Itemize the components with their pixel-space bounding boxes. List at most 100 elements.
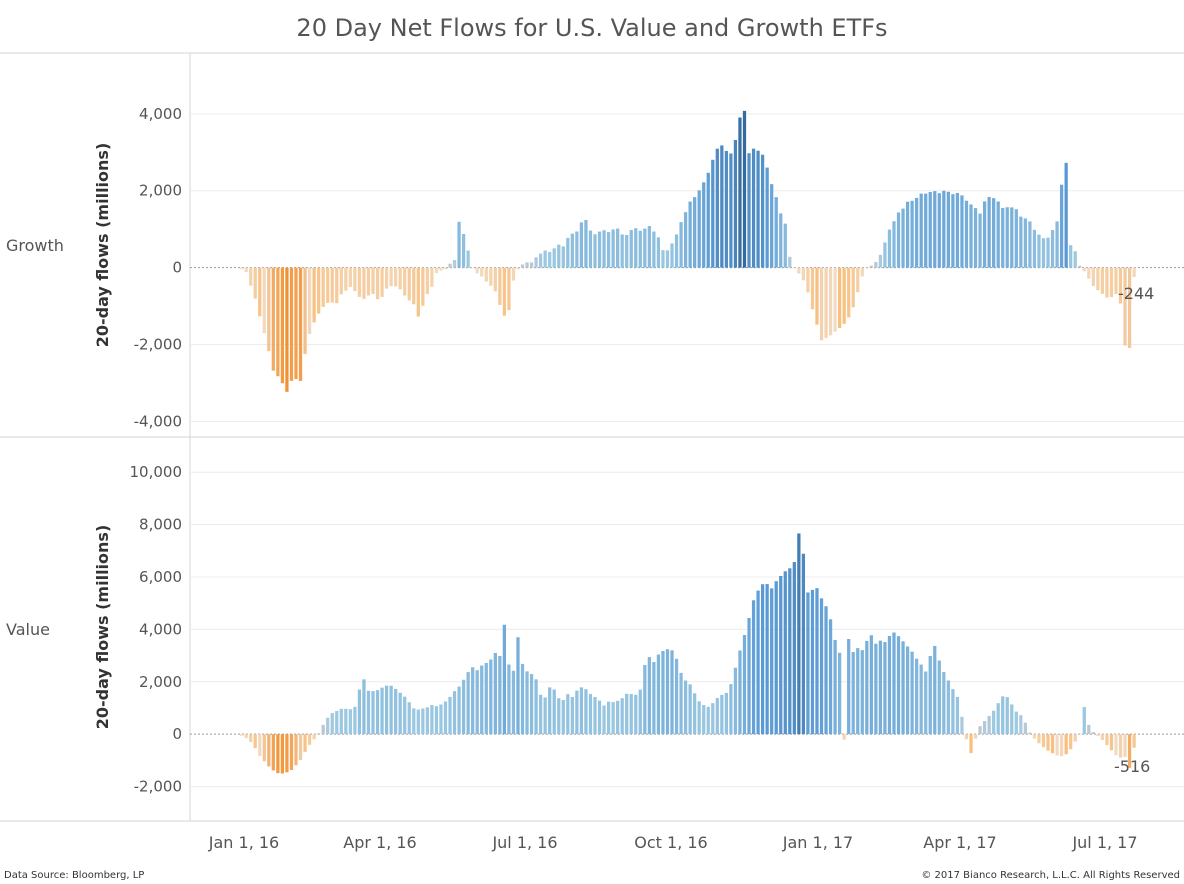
value-bar (294, 734, 298, 766)
growth-bar (489, 267, 493, 286)
chart-title: 20 Day Net Flows for U.S. Value and Grow… (296, 14, 887, 42)
growth-bar (783, 223, 787, 268)
growth-bar (611, 229, 615, 268)
value-bar (697, 701, 701, 735)
growth-end-label: -244 (1118, 284, 1154, 303)
growth-bar (561, 246, 565, 268)
value-bar (307, 734, 312, 745)
growth-bar (570, 233, 574, 268)
growth-bar (566, 237, 570, 268)
value-bar (770, 588, 774, 735)
value-bar (371, 691, 375, 735)
value-bar (285, 734, 289, 773)
growth-bar (693, 197, 697, 268)
growth-bar (1064, 162, 1068, 268)
growth-bar (1096, 267, 1100, 291)
x-tick-label: Apr 1, 17 (923, 833, 996, 852)
growth-bar (688, 201, 692, 268)
growth-bar (896, 212, 901, 268)
growth-bar (280, 267, 285, 384)
value-bar (1073, 734, 1077, 742)
value-bar (982, 721, 987, 735)
value-bar (1069, 734, 1073, 750)
growth-bar (403, 267, 407, 296)
value-bar (933, 645, 937, 735)
growth-bar (797, 267, 801, 274)
growth-bar (434, 267, 439, 274)
value-bar (729, 684, 733, 735)
growth-bar (915, 197, 919, 268)
growth-bar (484, 267, 488, 282)
value-bar (847, 638, 851, 735)
growth-bar (339, 267, 343, 295)
growth-bar (380, 267, 384, 297)
growth-bar (770, 184, 774, 268)
value-bar (638, 689, 642, 735)
growth-bar (1114, 267, 1118, 294)
growth-bar (1001, 208, 1005, 268)
growth-bar (366, 267, 371, 296)
growth-bar (616, 228, 620, 268)
value-bar (960, 716, 964, 735)
value-bar (661, 650, 665, 735)
growth-bar (289, 267, 294, 381)
growth-bar (1073, 251, 1077, 268)
x-tick-label: Jul 1, 17 (1071, 833, 1137, 852)
value-bar (403, 696, 407, 735)
value-bar (570, 697, 574, 735)
growth-bar (887, 229, 892, 268)
growth-bar (443, 267, 448, 270)
value-bar (539, 694, 543, 735)
growth-bar (661, 250, 665, 268)
value-bar (670, 650, 674, 735)
x-tick-label: Oct 1, 16 (634, 833, 707, 852)
value-bar (611, 702, 615, 735)
growth-bar (638, 230, 642, 268)
growth-bar (715, 148, 719, 268)
value-bar (439, 704, 443, 735)
growth-bar (394, 267, 398, 287)
growth-bar (878, 254, 883, 268)
value-bar (810, 589, 815, 735)
value-bar (942, 672, 946, 735)
value-bar (819, 598, 824, 735)
growth-bar (647, 226, 651, 268)
value-bar (480, 665, 484, 735)
value-bar (915, 658, 919, 735)
value-y-tick-label: -2,000 (134, 778, 182, 796)
value-bar (1059, 734, 1064, 757)
value-bar (475, 670, 479, 735)
growth-bar (398, 267, 402, 290)
value-bar (1055, 734, 1059, 756)
value-bar (1046, 734, 1050, 751)
value-bar (851, 651, 855, 735)
growth-y-ticks: 4,000 2,000 0 -2,000 -4,000 (134, 105, 182, 431)
growth-bar (847, 267, 851, 318)
value-bar (412, 708, 416, 735)
value-bar (1032, 734, 1037, 739)
value-bar (706, 706, 710, 735)
value-bar (1100, 734, 1105, 740)
growth-bar (1032, 229, 1037, 268)
growth-bar (525, 262, 529, 268)
growth-bar (964, 200, 969, 268)
value-bar (394, 688, 398, 735)
growth-bar (973, 208, 978, 268)
growth-bar (987, 196, 991, 268)
growth-bar (353, 267, 357, 292)
value-bar (905, 646, 910, 735)
value-bar (765, 584, 769, 735)
value-bar (937, 660, 941, 735)
growth-bar (466, 250, 470, 268)
value-bar (892, 632, 896, 735)
growth-bar (371, 267, 375, 294)
growth-bar (276, 267, 280, 377)
growth-bar (892, 221, 896, 268)
growth-bar (244, 267, 248, 273)
value-gridlines (190, 471, 1184, 788)
value-bar (339, 708, 343, 735)
value-bar (674, 658, 679, 735)
value-bar (1114, 734, 1118, 756)
growth-bar (774, 197, 778, 268)
value-bar (493, 652, 497, 735)
